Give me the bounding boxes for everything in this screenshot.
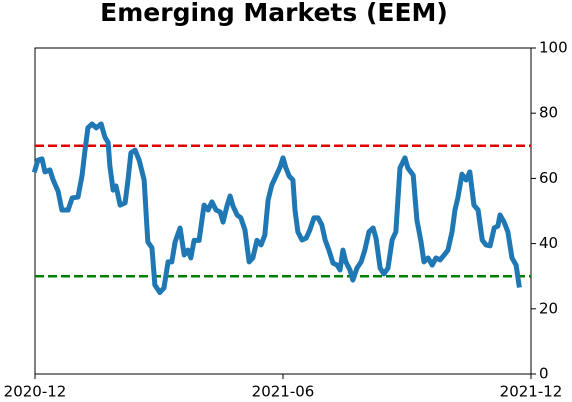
x-tick-label: 2020-12 <box>4 383 67 401</box>
y-tick-label: 60 <box>539 169 558 187</box>
chart-title: Emerging Markets (EEM) <box>100 0 448 27</box>
data-line <box>31 121 522 295</box>
y-tick-label: 20 <box>539 299 558 317</box>
y-tick-label: 80 <box>539 104 558 122</box>
y-tick-label: 100 <box>539 39 568 57</box>
x-tick-label: 2021-12 <box>500 383 563 401</box>
x-tick-label: 2021-06 <box>252 383 315 401</box>
y-tick-label: 0 <box>539 365 549 383</box>
y-tick-label: 40 <box>539 234 558 252</box>
